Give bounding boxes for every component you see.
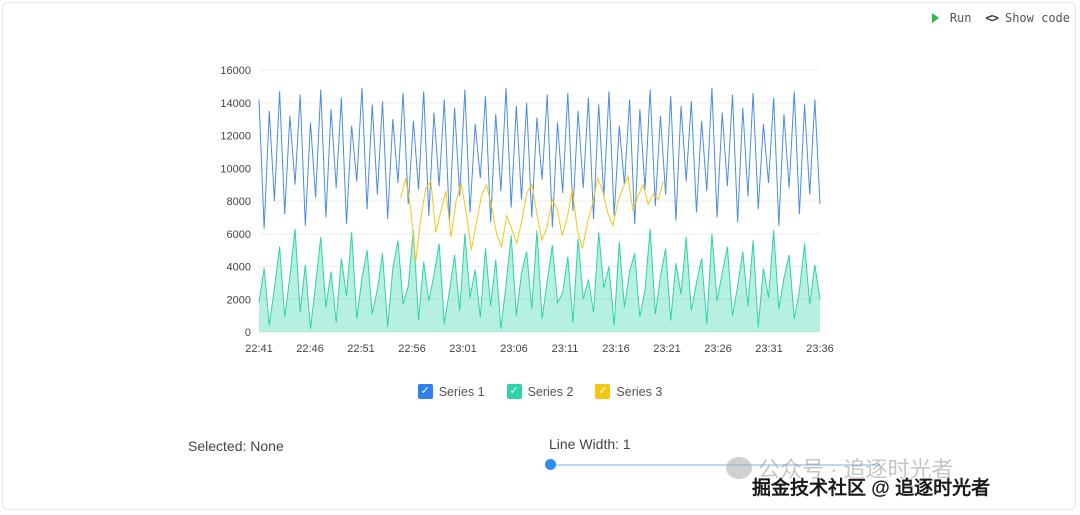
legend-item-series-1[interactable]: ✓ Series 1 xyxy=(417,384,485,399)
x-tick-label: 22:56 xyxy=(398,343,426,355)
legend-item-series-3[interactable]: ✓ Series 3 xyxy=(595,384,662,399)
run-button[interactable]: Run xyxy=(931,11,972,25)
y-tick-label: 2000 xyxy=(227,294,251,306)
chart-grid xyxy=(259,69,820,333)
legend-label: Series 3 xyxy=(616,384,663,399)
y-tick-label: 4000 xyxy=(227,262,251,274)
y-tick-label: 12000 xyxy=(220,131,251,143)
legend-label: Series 1 xyxy=(438,384,485,399)
play-icon xyxy=(931,13,939,23)
checkbox-checked-icon[interactable]: ✓ xyxy=(417,384,433,399)
line-width-slider-thumb[interactable] xyxy=(545,459,556,470)
checkbox-checked-icon[interactable]: ✓ xyxy=(595,384,611,399)
x-tick-label: 22:46 xyxy=(296,343,324,355)
y-tick-label: 14000 xyxy=(220,98,251,110)
x-tick-label: 23:11 xyxy=(552,343,579,355)
chart-legend: ✓ Series 1 ✓ Series 2 ✓ Series 3 xyxy=(0,384,1080,399)
y-axis: 0 2000 4000 6000 8000 10000 12000 14000 16000 xyxy=(220,65,251,339)
series-line[interactable] xyxy=(400,174,664,262)
watermark-text-1: 公众号 · 追逐时光者 xyxy=(758,457,954,482)
y-tick-label: 10000 xyxy=(220,163,251,175)
y-tick-label: 0 xyxy=(245,327,251,339)
watermark-line-1: 公众号 · 追逐时光者 xyxy=(726,452,954,484)
legend-item-series-2[interactable]: ✓ Series 2 xyxy=(506,384,574,399)
legend-label: Series 2 xyxy=(527,384,574,399)
line-width-slider-track[interactable] xyxy=(550,464,880,466)
wechat-icon xyxy=(726,457,752,479)
series-line[interactable] xyxy=(258,87,821,229)
toolbar: Run <> Show code xyxy=(931,11,1070,25)
x-tick-label: 22:51 xyxy=(347,343,375,355)
x-tick-label: 22:41 xyxy=(245,343,273,355)
x-tick-label: 23:16 xyxy=(602,343,630,355)
code-brackets-icon: <> xyxy=(985,11,999,25)
y-tick-label: 16000 xyxy=(220,65,251,77)
chart-series xyxy=(258,87,821,332)
show-code-label: Show code xyxy=(1004,11,1070,25)
selected-status: Selected: None xyxy=(188,438,284,454)
x-tick-label: 23:21 xyxy=(653,343,681,355)
y-tick-label: 8000 xyxy=(227,196,251,208)
line-area-chart[interactable]: 0 2000 4000 6000 8000 10000 12000 14000 16000 22… xyxy=(0,0,1080,370)
show-code-button[interactable]: <> Show code xyxy=(986,11,1070,25)
x-tick-label: 23:26 xyxy=(704,343,732,355)
y-tick-label: 6000 xyxy=(227,229,251,241)
line-width-label: Line Width: 1 xyxy=(549,436,631,452)
watermark-line-2: 掘金技术社区 @ 追逐时光者 xyxy=(752,478,991,499)
checkbox-checked-icon[interactable]: ✓ xyxy=(506,384,522,399)
x-tick-label: 23:36 xyxy=(806,343,834,355)
run-label: Run xyxy=(949,11,972,25)
x-tick-label: 23:31 xyxy=(755,343,783,355)
x-tick-label: 23:06 xyxy=(500,343,528,355)
x-tick-label: 23:01 xyxy=(449,343,477,355)
series-line[interactable] xyxy=(258,228,821,329)
x-axis: 22:41 22:46 22:51 22:56 23:01 23:06 23:11 23:16… xyxy=(245,343,834,355)
